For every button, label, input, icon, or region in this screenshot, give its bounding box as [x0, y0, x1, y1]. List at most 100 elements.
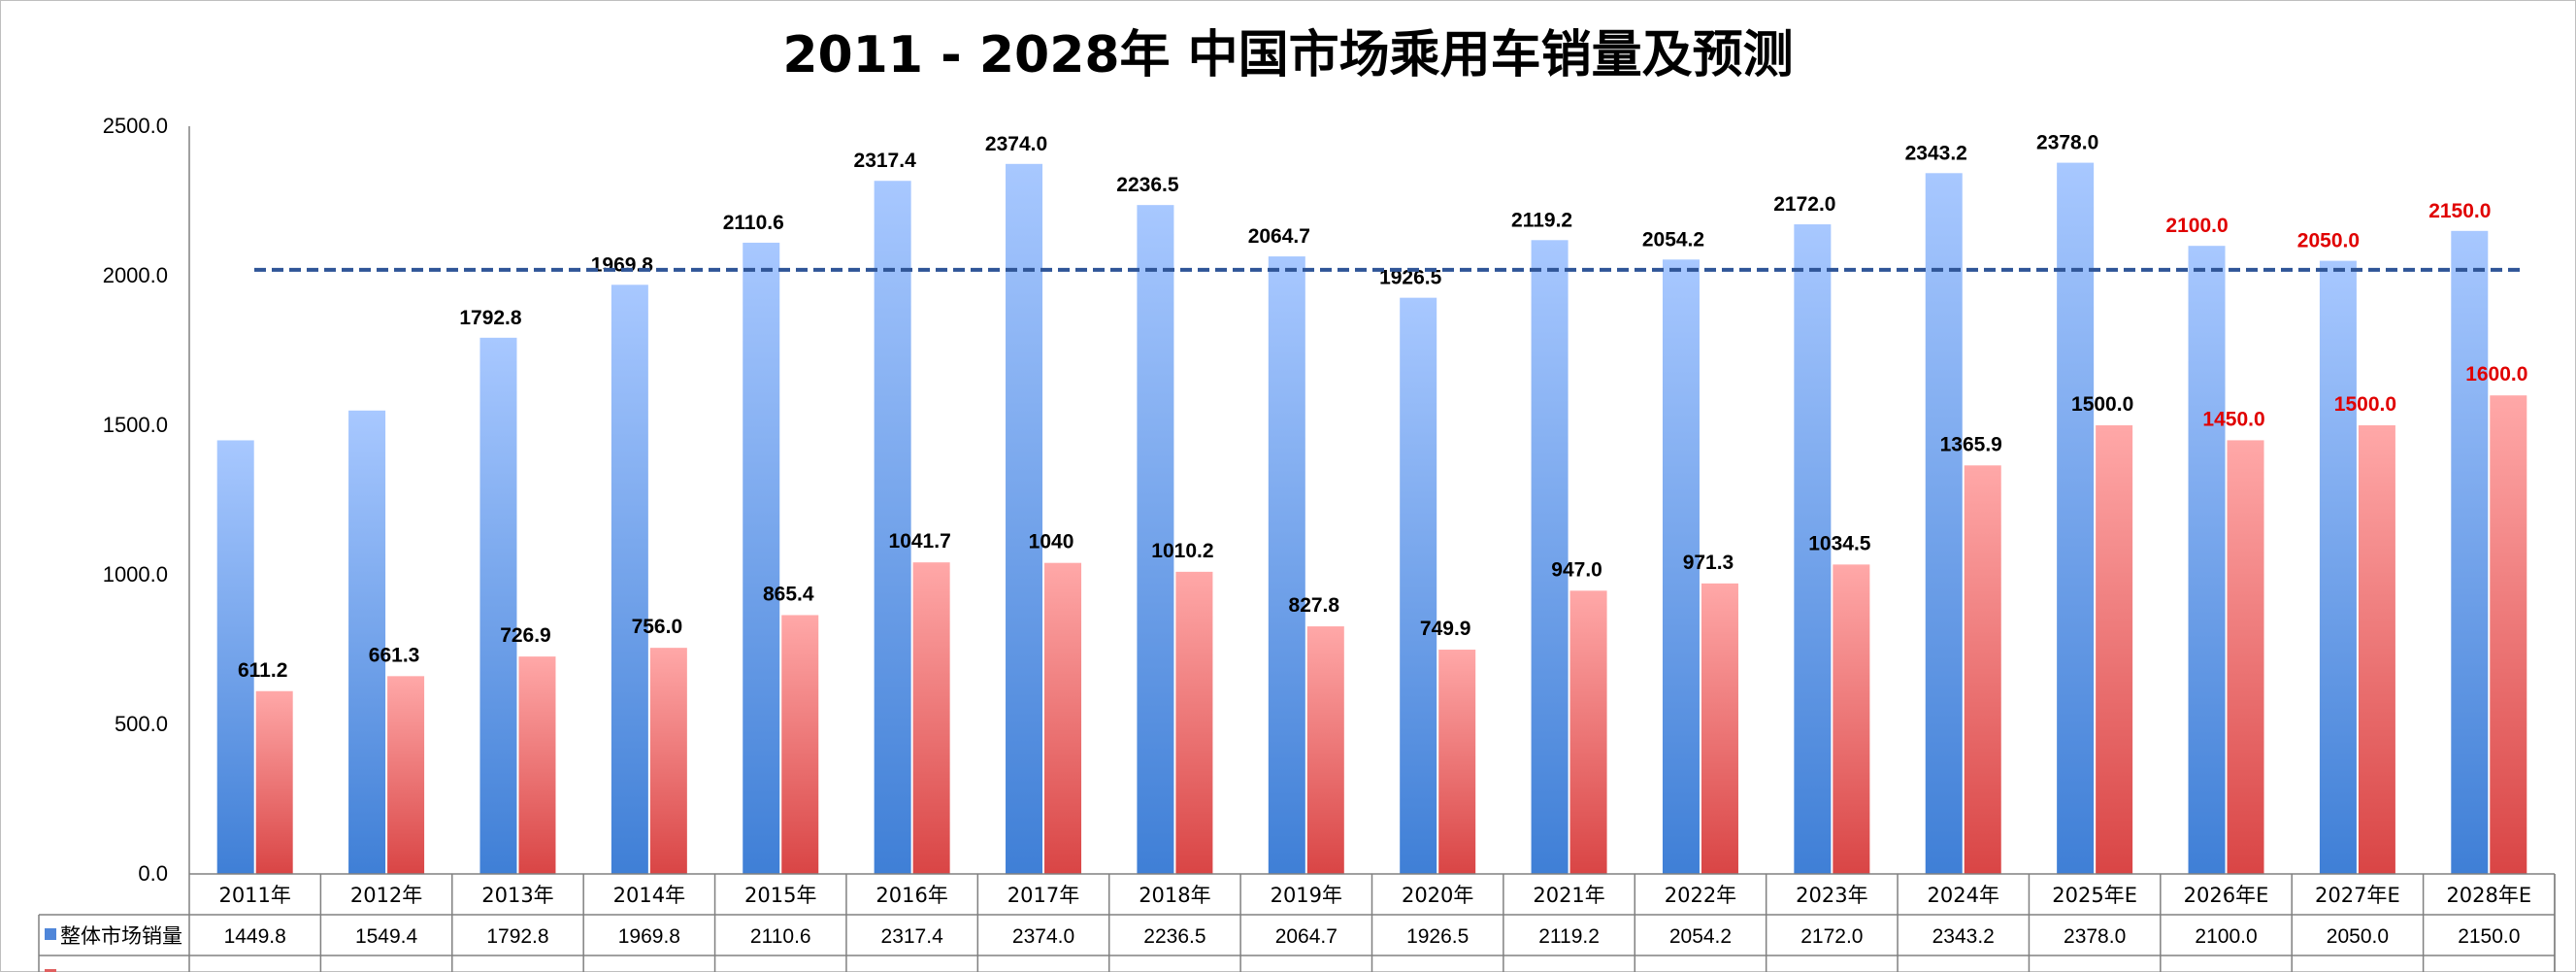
bar-overall-sales	[1006, 163, 1043, 875]
y-tick-label: 1000.0	[103, 562, 168, 587]
data-label-series-2: 726.9	[500, 624, 551, 647]
data-label-series-2: 1450.0	[2202, 408, 2264, 430]
data-label-overall: 1792.8	[459, 307, 522, 329]
bar-series-2	[518, 656, 556, 874]
chart-title: 2011 - 2028年 中国市场乘用车销量及预测	[782, 26, 1794, 84]
bar-series-2	[649, 648, 687, 874]
data-label-overall: 2110.6	[723, 212, 784, 234]
table-cell-overall: 2150.0	[2458, 925, 2520, 948]
legend-key-overall	[45, 928, 56, 940]
data-label-series-2: 611.2	[238, 659, 287, 682]
table-cell-overall: 2374.0	[1012, 925, 1074, 948]
data-label-series-2: 1365.9	[1940, 433, 2002, 455]
table-cell-overall: 2236.5	[1143, 925, 1205, 948]
bar-overall-sales	[1400, 297, 1437, 874]
bar-overall-sales	[1268, 256, 1305, 874]
bar-overall-sales	[2451, 230, 2489, 875]
bar-overall-sales	[743, 242, 780, 875]
data-label-overall: 2317.4	[854, 150, 917, 172]
bar-series-2	[2096, 425, 2133, 874]
y-tick-label: 500.0	[115, 712, 168, 736]
data-label-overall: 2236.5	[1116, 174, 1179, 196]
data-label-series-2: 971.3	[1683, 552, 1734, 574]
table-cell-overall: 2064.7	[1275, 925, 1338, 948]
bar-series-2	[1964, 465, 2001, 874]
data-label-overall: 2100.0	[2165, 215, 2228, 237]
x-category-label: 2019年	[1271, 884, 1342, 907]
x-category-label: 2021年	[1533, 884, 1604, 907]
data-label-series-2: 1034.5	[1808, 532, 1871, 554]
x-category-label: 2023年	[1796, 884, 1867, 907]
table-cell-overall: 2054.2	[1669, 925, 1732, 948]
data-label-overall: 1969.8	[591, 253, 654, 276]
data-label-series-2: 1600.0	[2465, 363, 2527, 385]
bar-overall-sales	[874, 181, 911, 875]
x-category-label: 2028年E	[2446, 884, 2531, 907]
data-label-overall: 2054.2	[1642, 228, 1704, 251]
data-label-series-2: 865.4	[763, 583, 814, 605]
table-cell-overall: 2110.6	[750, 925, 811, 948]
table-cell-overall: 2343.2	[1932, 925, 1995, 948]
bar-series-2	[255, 690, 293, 874]
data-label-overall: 2150.0	[2428, 200, 2491, 222]
x-category-label: 2025年E	[2052, 884, 2137, 907]
table-cell-overall: 2050.0	[2327, 925, 2389, 948]
bar-series-2	[1438, 650, 1476, 874]
table-cell-overall: 1969.8	[618, 925, 680, 948]
bar-series-2	[1701, 583, 1738, 874]
bar-overall-sales	[2319, 260, 2357, 875]
x-category-label: 2020年	[1402, 884, 1473, 907]
table-cell-overall: 2100.0	[2195, 925, 2257, 948]
data-label-overall: 2050.0	[2297, 230, 2360, 252]
data-label-series-2: 1010.2	[1151, 540, 1213, 562]
x-category-label: 2011年	[218, 884, 290, 907]
y-tick-label: 0.0	[138, 861, 168, 886]
x-category-label: 2026年E	[2184, 884, 2269, 907]
x-category-label: 2014年	[613, 884, 685, 907]
data-label-overall: 2064.7	[1248, 225, 1310, 248]
bar-overall-sales	[1531, 240, 1569, 875]
data-label-overall: 2378.0	[2036, 132, 2098, 154]
bar-overall-sales	[348, 410, 386, 874]
data-label-series-2: 756.0	[632, 616, 683, 638]
data-label-overall: 1926.5	[1379, 267, 1442, 289]
table-cell-overall: 1449.8	[224, 925, 286, 948]
bar-series-2	[387, 676, 425, 874]
legend-label-overall: 整体市场销量	[60, 924, 182, 948]
data-label-series-2: 749.9	[1420, 618, 1471, 640]
data-label-overall: 2172.0	[1773, 193, 1835, 216]
table-cell-overall: 1926.5	[1406, 925, 1469, 948]
bar-series-2	[2227, 440, 2264, 874]
bar-overall-sales	[216, 440, 254, 874]
bar-overall-sales	[1662, 259, 1700, 874]
x-category-label: 2024年	[1928, 884, 1999, 907]
table-cell-overall: 2378.0	[2064, 925, 2126, 948]
table-cell-overall: 1549.4	[355, 925, 418, 948]
data-label-overall: 2119.2	[1511, 209, 1572, 231]
bar-overall-sales	[1925, 173, 1963, 874]
bar-series-2	[2490, 395, 2527, 874]
bar-series-2	[1306, 626, 1344, 874]
bar-series-2	[1175, 571, 1213, 874]
bar-overall-sales	[1794, 224, 1832, 875]
y-tick-label: 2000.0	[103, 263, 168, 287]
data-label-series-2: 947.0	[1551, 558, 1602, 581]
bar-series-2	[1044, 562, 1082, 874]
bar-overall-sales	[1137, 205, 1174, 874]
bar-series-2	[781, 615, 819, 874]
bar-series-2	[2358, 425, 2395, 874]
x-category-label: 2017年	[1007, 884, 1079, 907]
legend-key-series-2	[45, 969, 56, 972]
x-category-label: 2016年	[875, 884, 947, 907]
bar-overall-sales	[479, 337, 517, 874]
bar-overall-sales	[2188, 246, 2226, 874]
x-category-label: 2018年	[1139, 884, 1210, 907]
data-label-series-2: 1500.0	[2071, 393, 2133, 416]
x-category-label: 2013年	[481, 884, 553, 907]
data-label-series-2: 661.3	[369, 644, 420, 666]
x-category-label: 2022年	[1665, 884, 1736, 907]
y-tick-label: 1500.0	[103, 413, 168, 437]
data-label-overall: 2343.2	[1905, 142, 1967, 164]
bar-series-2	[1833, 564, 1870, 874]
